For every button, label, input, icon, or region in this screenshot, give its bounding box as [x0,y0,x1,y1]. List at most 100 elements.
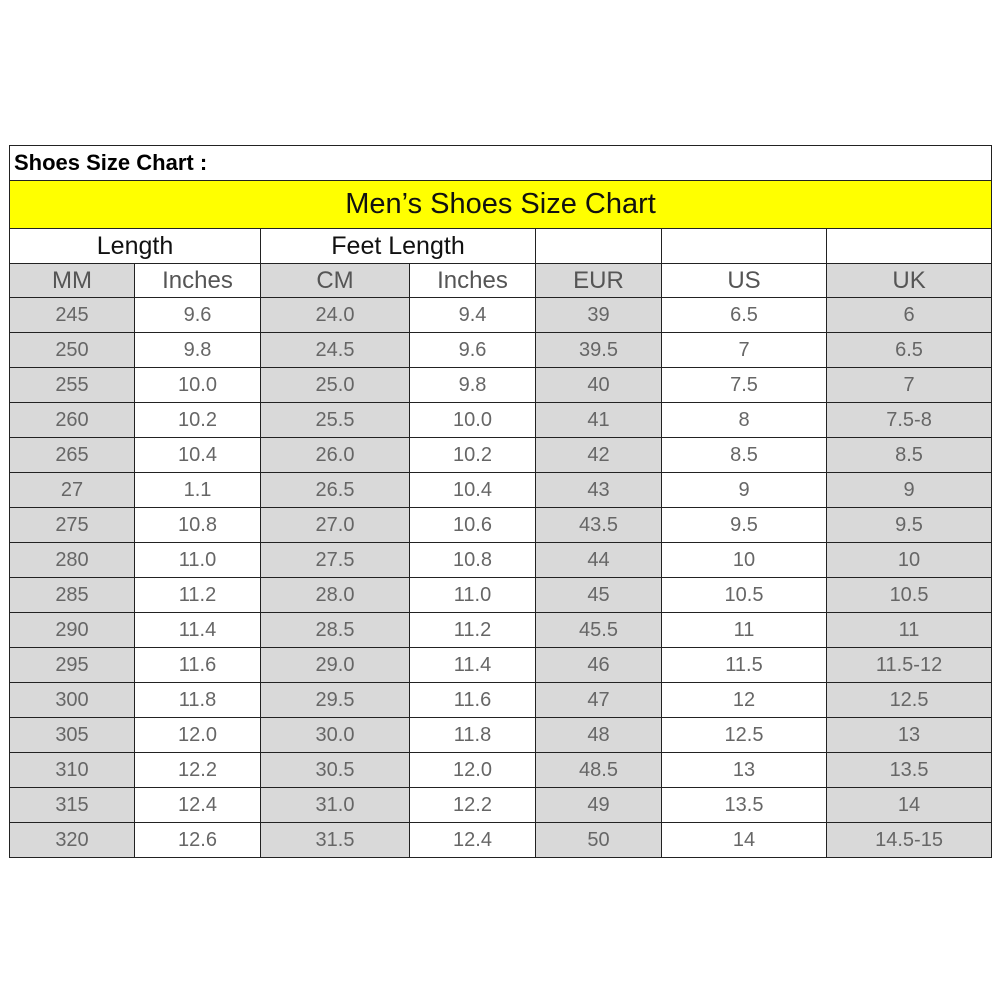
table-cell: 1.1 [134,472,261,508]
table-cell: 13 [661,752,827,788]
table-cell: 25.5 [260,402,410,438]
table-cell: 11 [661,612,827,648]
table-cell: 45.5 [535,612,662,648]
table-row: 245 9.6 24.0 9.4 39 6.5 6 [9,297,993,333]
table-cell: 9.4 [409,297,536,333]
table-cell: 250 [9,332,135,368]
table-row: 280 11.0 27.5 10.8 44 10 10 [9,542,993,578]
table-cell: 11.5 [661,647,827,683]
table-row: 275 10.8 27.0 10.6 43.5 9.5 9.5 [9,507,993,543]
table-cell: 9.8 [134,332,261,368]
group-empty [825,228,993,264]
table-cell: 14 [661,822,827,858]
table-cell: 12.6 [134,822,261,858]
column-header-us: US [661,263,827,298]
column-header-mm: MM [9,263,135,298]
table-cell: 12 [661,682,827,718]
table-cell: 49 [535,787,662,823]
table-cell: 12.2 [134,752,261,788]
column-header-uk: UK [825,263,993,298]
column-header-inches: Inches [134,263,261,298]
table-cell: 12.5 [825,682,993,718]
table-cell: 10 [661,542,827,578]
table-row: 260 10.2 25.5 10.0 41 8 7.5-8 [9,402,993,438]
table-cell: 46 [535,647,662,683]
table-cell: 7.5-8 [825,402,993,438]
table-cell: 28.5 [260,612,410,648]
table-cell: 7.5 [661,367,827,403]
table-row: 27 1.1 26.5 10.4 43 9 9 [9,472,993,508]
table-cell: 280 [9,542,135,578]
table-row: 305 12.0 30.0 11.8 48 12.5 13 [9,717,993,753]
table-cell: 9 [661,472,827,508]
table-cell: 8.5 [661,437,827,473]
table-cell: 10.2 [134,402,261,438]
table-cell: 9.6 [409,332,536,368]
table-row: 320 12.6 31.5 12.4 50 14 14.5-15 [9,822,993,858]
column-header-inches: Inches [409,263,536,298]
table-cell: 43.5 [535,507,662,543]
table-cell: 31.0 [260,787,410,823]
table-cell: 8 [661,402,827,438]
table-cell: 27.0 [260,507,410,543]
table-cell: 7 [825,367,993,403]
table-cell: 11.2 [134,577,261,613]
table-cell: 315 [9,787,135,823]
table-cell: 6 [825,297,993,333]
table-cell: 12.4 [409,822,536,858]
table-cell: 10.6 [409,507,536,543]
table-row: 310 12.2 30.5 12.0 48.5 13 13.5 [9,752,993,788]
table-row: 290 11.4 28.5 11.2 45.5 11 11 [9,612,993,648]
size-chart-table: Shoes Size Chart : Men’s Shoes Size Char… [8,145,993,858]
table-cell: 45 [535,577,662,613]
table-cell: 295 [9,647,135,683]
table-cell: 260 [9,402,135,438]
table-row: 285 11.2 28.0 11.0 45 10.5 10.5 [9,577,993,613]
table-cell: 9.5 [661,507,827,543]
table-cell: 265 [9,437,135,473]
table-cell: 48.5 [535,752,662,788]
group-length: Length [9,228,261,264]
chart-title: Shoes Size Chart : [8,145,993,181]
group-feet-length: Feet Length [260,228,536,264]
table-cell: 11.6 [409,682,536,718]
table-cell: 10.5 [661,577,827,613]
table-cell: 10.0 [134,367,261,403]
column-header-eur: EUR [535,263,662,298]
table-row: 265 10.4 26.0 10.2 42 8.5 8.5 [9,437,993,473]
table-cell: 29.0 [260,647,410,683]
table-cell: 39.5 [535,332,662,368]
table-cell: 12.0 [409,752,536,788]
table-row: 255 10.0 25.0 9.8 40 7.5 7 [9,367,993,403]
table-cell: 24.0 [260,297,410,333]
table-row: 295 11.6 29.0 11.4 46 11.5 11.5-12 [9,647,993,683]
table-cell: 245 [9,297,135,333]
table-cell: 29.5 [260,682,410,718]
table-cell: 9.6 [134,297,261,333]
table-cell: 285 [9,577,135,613]
table-cell: 13 [825,717,993,753]
table-cell: 42 [535,437,662,473]
table-cell: 11.2 [409,612,536,648]
table-cell: 11.5-12 [825,647,993,683]
table-cell: 13.5 [825,752,993,788]
table-cell: 9 [825,472,993,508]
table-cell: 27.5 [260,542,410,578]
table-cell: 14.5-15 [825,822,993,858]
table-cell: 255 [9,367,135,403]
table-cell: 40 [535,367,662,403]
table-cell: 11.4 [134,612,261,648]
table-cell: 320 [9,822,135,858]
table-cell: 275 [9,507,135,543]
table-cell: 11.6 [134,647,261,683]
table-cell: 24.5 [260,332,410,368]
table-cell: 50 [535,822,662,858]
table-cell: 12.2 [409,787,536,823]
table-cell: 300 [9,682,135,718]
table-cell: 43 [535,472,662,508]
table-cell: 10.2 [409,437,536,473]
table-cell: 10.8 [134,507,261,543]
table-cell: 26.0 [260,437,410,473]
table-cell: 11 [825,612,993,648]
table-cell: 48 [535,717,662,753]
